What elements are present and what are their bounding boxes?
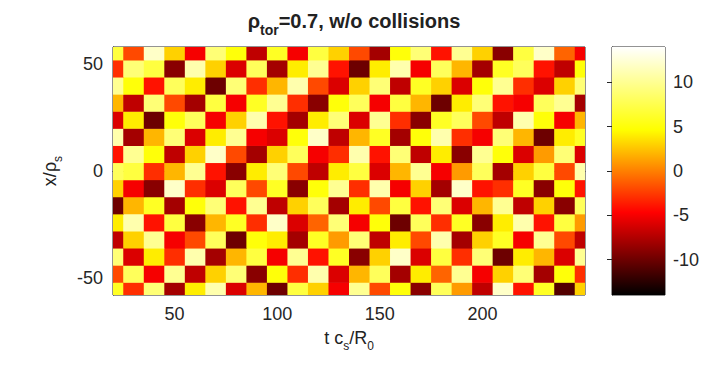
svg-text:=0.7, w/o collisions: =0.7, w/o collisions bbox=[279, 10, 461, 32]
svg-text:150: 150 bbox=[365, 304, 395, 324]
svg-text:10: 10 bbox=[673, 72, 693, 92]
svg-text:200: 200 bbox=[467, 304, 497, 324]
svg-text:t c: t c bbox=[324, 328, 343, 348]
svg-text:tor: tor bbox=[260, 22, 279, 38]
svg-text:0: 0 bbox=[93, 161, 103, 181]
svg-text:0: 0 bbox=[367, 339, 374, 353]
svg-text:100: 100 bbox=[262, 304, 292, 324]
svg-text:-10: -10 bbox=[673, 250, 699, 270]
svg-text:5: 5 bbox=[673, 117, 683, 137]
svg-text:-5: -5 bbox=[673, 205, 689, 225]
svg-text:50: 50 bbox=[83, 54, 103, 74]
svg-text:s: s bbox=[51, 156, 65, 162]
svg-text:/R: /R bbox=[349, 328, 367, 348]
svg-text:s: s bbox=[343, 339, 350, 353]
svg-text:-50: -50 bbox=[77, 268, 103, 288]
svg-text:50: 50 bbox=[165, 304, 185, 324]
svg-text:x/ρ: x/ρ bbox=[40, 162, 60, 186]
svg-text:0: 0 bbox=[673, 161, 683, 181]
svg-text:ρ: ρ bbox=[248, 10, 260, 32]
